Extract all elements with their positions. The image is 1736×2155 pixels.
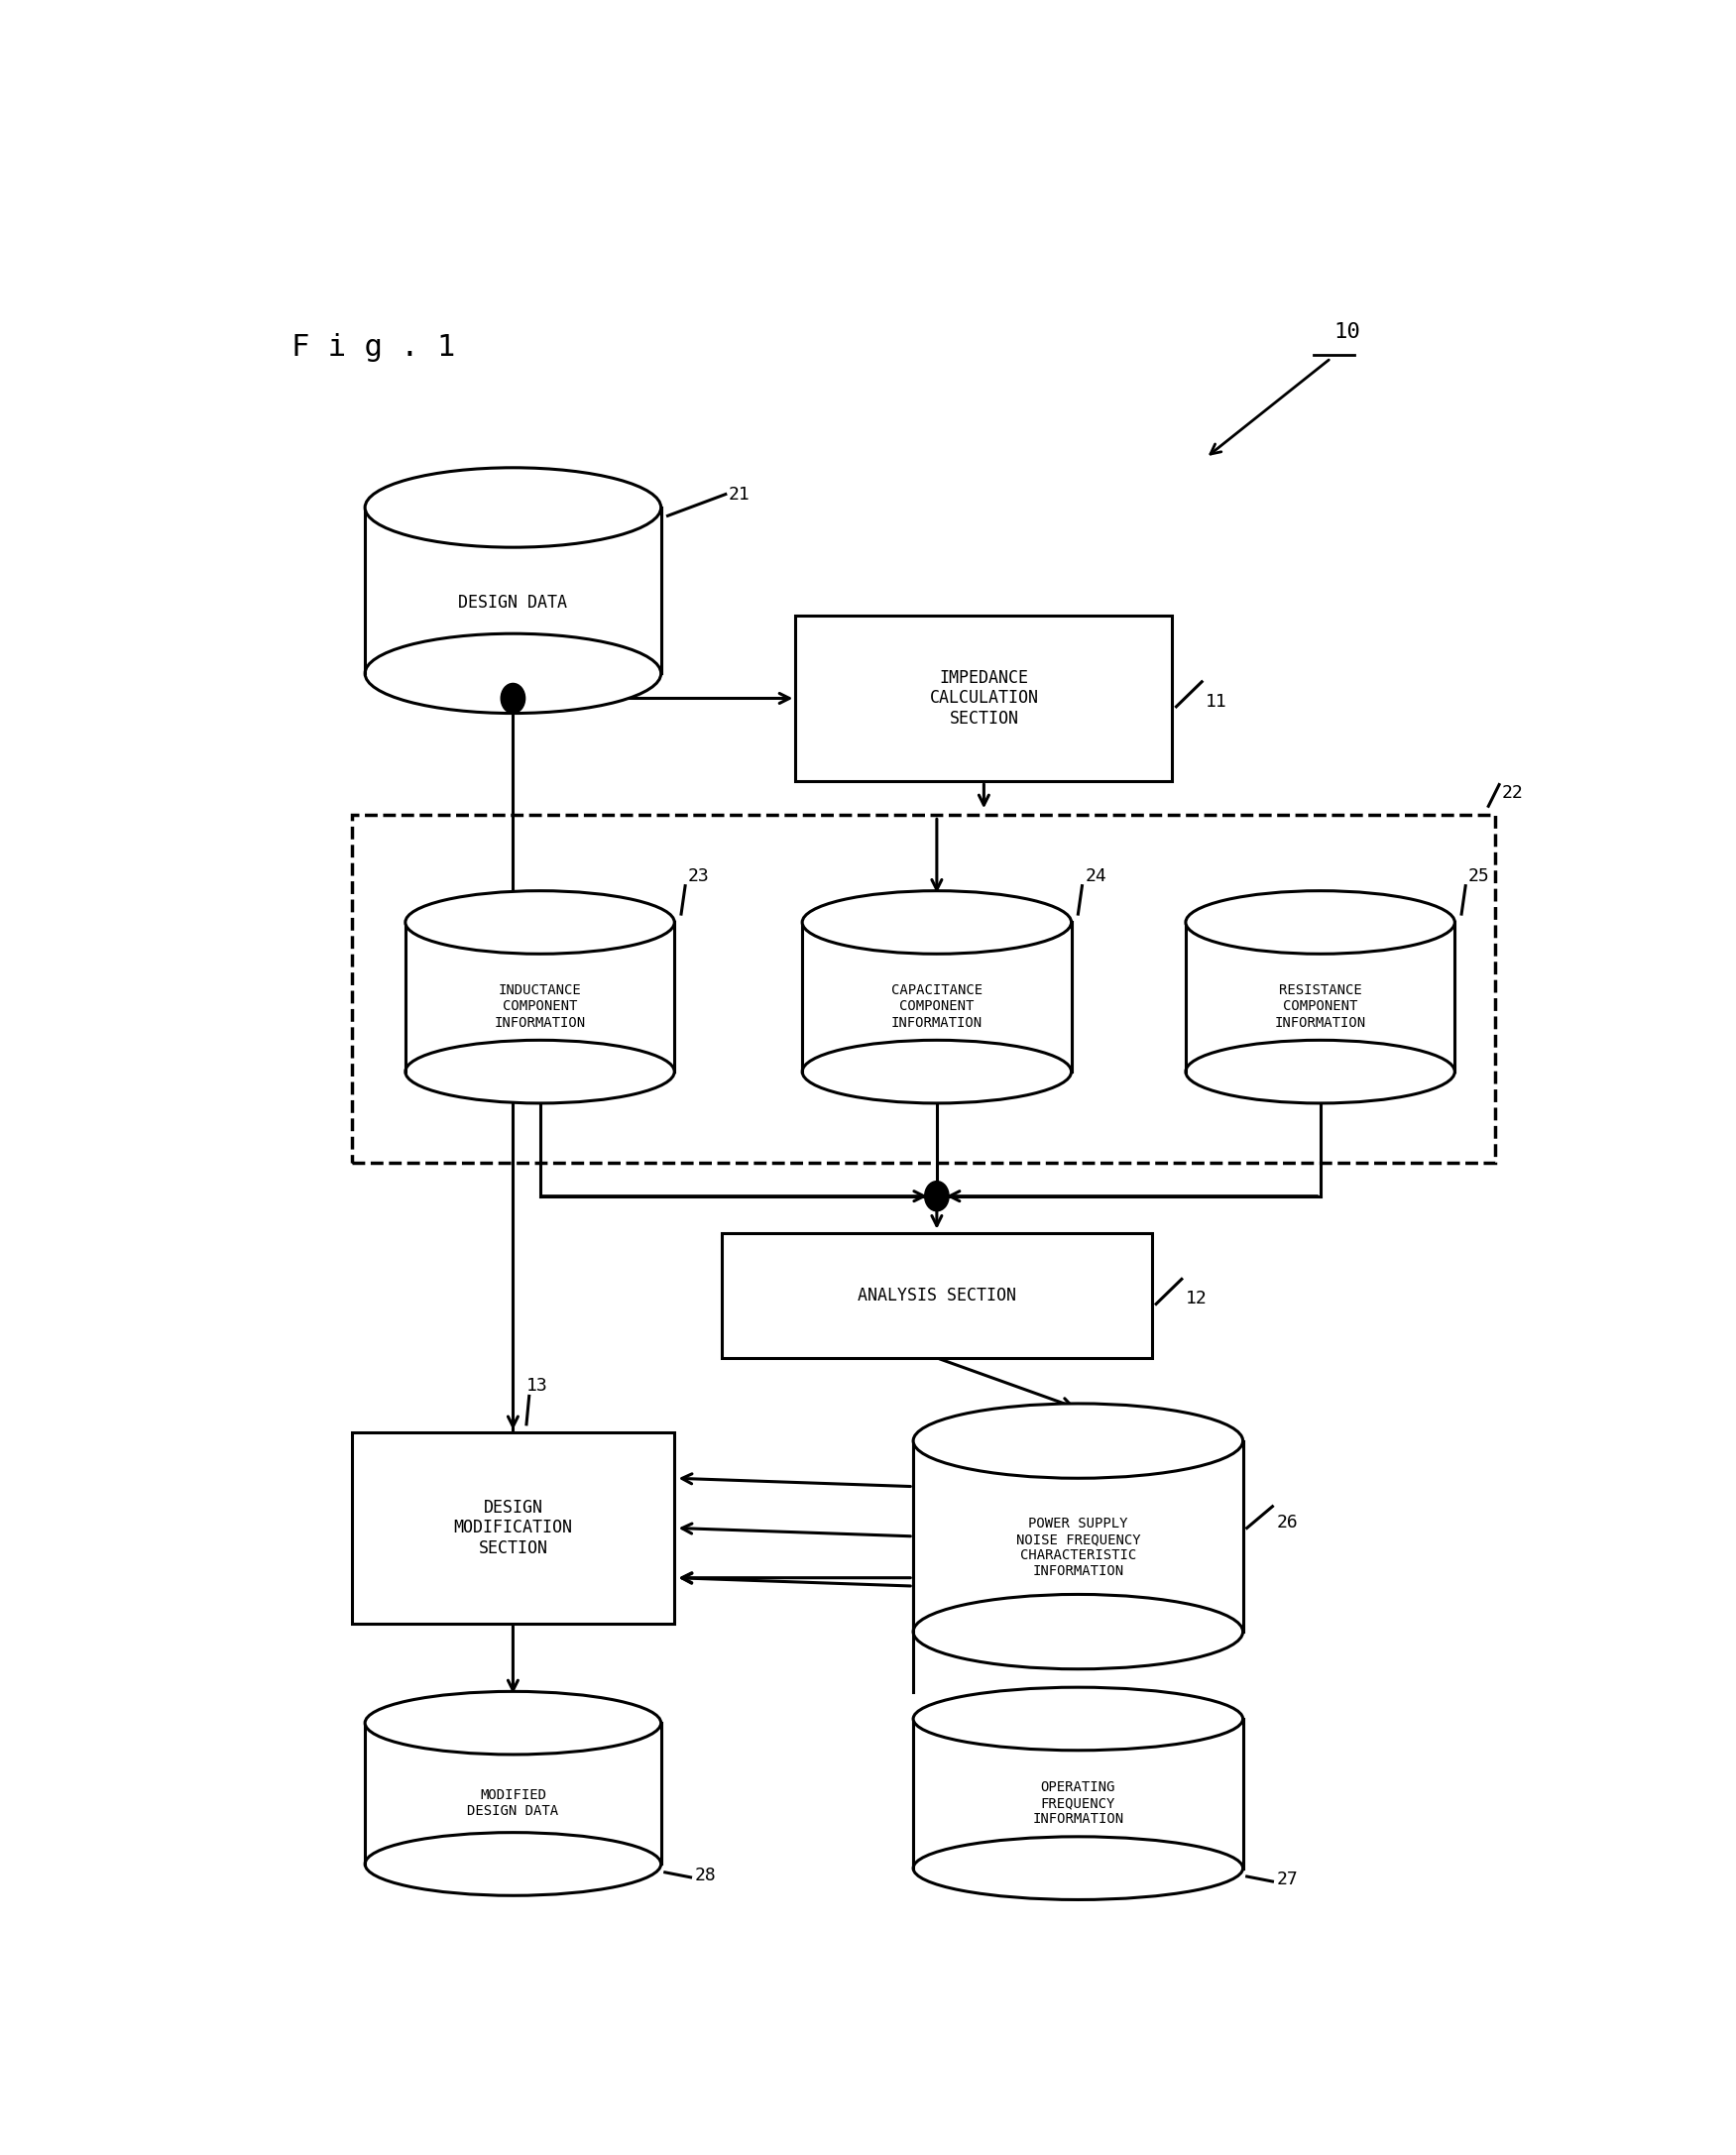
Text: IMPEDANCE
CALCULATION
SECTION: IMPEDANCE CALCULATION SECTION bbox=[929, 668, 1038, 728]
Text: 11: 11 bbox=[1207, 692, 1227, 711]
Text: POWER SUPPLY
NOISE FREQUENCY
CHARACTERISTIC
INFORMATION: POWER SUPPLY NOISE FREQUENCY CHARACTERIS… bbox=[1016, 1517, 1141, 1577]
Circle shape bbox=[925, 1181, 950, 1211]
Text: 21: 21 bbox=[729, 485, 750, 502]
Text: 24: 24 bbox=[1085, 866, 1106, 886]
Text: DESIGN
MODIFICATION
SECTION: DESIGN MODIFICATION SECTION bbox=[453, 1498, 573, 1558]
Bar bbox=[351, 1433, 674, 1623]
Ellipse shape bbox=[913, 1836, 1243, 1901]
Ellipse shape bbox=[802, 890, 1071, 955]
Ellipse shape bbox=[365, 634, 661, 713]
Text: CAPACITANCE
COMPONENT
INFORMATION: CAPACITANCE COMPONENT INFORMATION bbox=[891, 983, 983, 1030]
Text: 28: 28 bbox=[694, 1866, 717, 1886]
Text: DESIGN DATA: DESIGN DATA bbox=[458, 593, 568, 612]
Text: 23: 23 bbox=[687, 866, 710, 886]
Text: 25: 25 bbox=[1469, 866, 1489, 886]
Ellipse shape bbox=[365, 1832, 661, 1896]
Bar bbox=[802, 922, 1071, 1071]
Text: OPERATING
FREQUENCY
INFORMATION: OPERATING FREQUENCY INFORMATION bbox=[1033, 1780, 1123, 1825]
Bar bbox=[365, 509, 661, 672]
Ellipse shape bbox=[1186, 1041, 1455, 1103]
Bar bbox=[365, 1724, 661, 1864]
Bar bbox=[795, 616, 1172, 782]
Bar bbox=[404, 922, 674, 1071]
Bar bbox=[722, 1233, 1153, 1358]
Text: 12: 12 bbox=[1186, 1291, 1207, 1308]
Ellipse shape bbox=[802, 1041, 1071, 1103]
Bar bbox=[1186, 922, 1455, 1071]
Bar bbox=[913, 1442, 1243, 1631]
Circle shape bbox=[502, 683, 524, 713]
Text: 10: 10 bbox=[1333, 323, 1361, 343]
Text: MODIFIED
DESIGN DATA: MODIFIED DESIGN DATA bbox=[467, 1789, 559, 1819]
Text: 22: 22 bbox=[1502, 784, 1524, 802]
Text: INDUCTANCE
COMPONENT
INFORMATION: INDUCTANCE COMPONENT INFORMATION bbox=[495, 983, 585, 1030]
Bar bbox=[913, 1720, 1243, 1868]
Text: 13: 13 bbox=[526, 1377, 549, 1394]
Bar bbox=[351, 815, 1495, 1164]
Text: RESISTANCE
COMPONENT
INFORMATION: RESISTANCE COMPONENT INFORMATION bbox=[1274, 983, 1366, 1030]
Text: ANALYSIS SECTION: ANALYSIS SECTION bbox=[858, 1287, 1016, 1304]
Text: F i g . 1: F i g . 1 bbox=[292, 334, 455, 362]
Ellipse shape bbox=[365, 1692, 661, 1754]
Ellipse shape bbox=[365, 468, 661, 547]
Ellipse shape bbox=[406, 1041, 675, 1103]
Ellipse shape bbox=[406, 890, 675, 955]
Ellipse shape bbox=[913, 1403, 1243, 1478]
Ellipse shape bbox=[1186, 890, 1455, 955]
Text: 26: 26 bbox=[1276, 1515, 1299, 1532]
Ellipse shape bbox=[913, 1595, 1243, 1668]
Text: 27: 27 bbox=[1276, 1871, 1299, 1888]
Ellipse shape bbox=[913, 1687, 1243, 1750]
